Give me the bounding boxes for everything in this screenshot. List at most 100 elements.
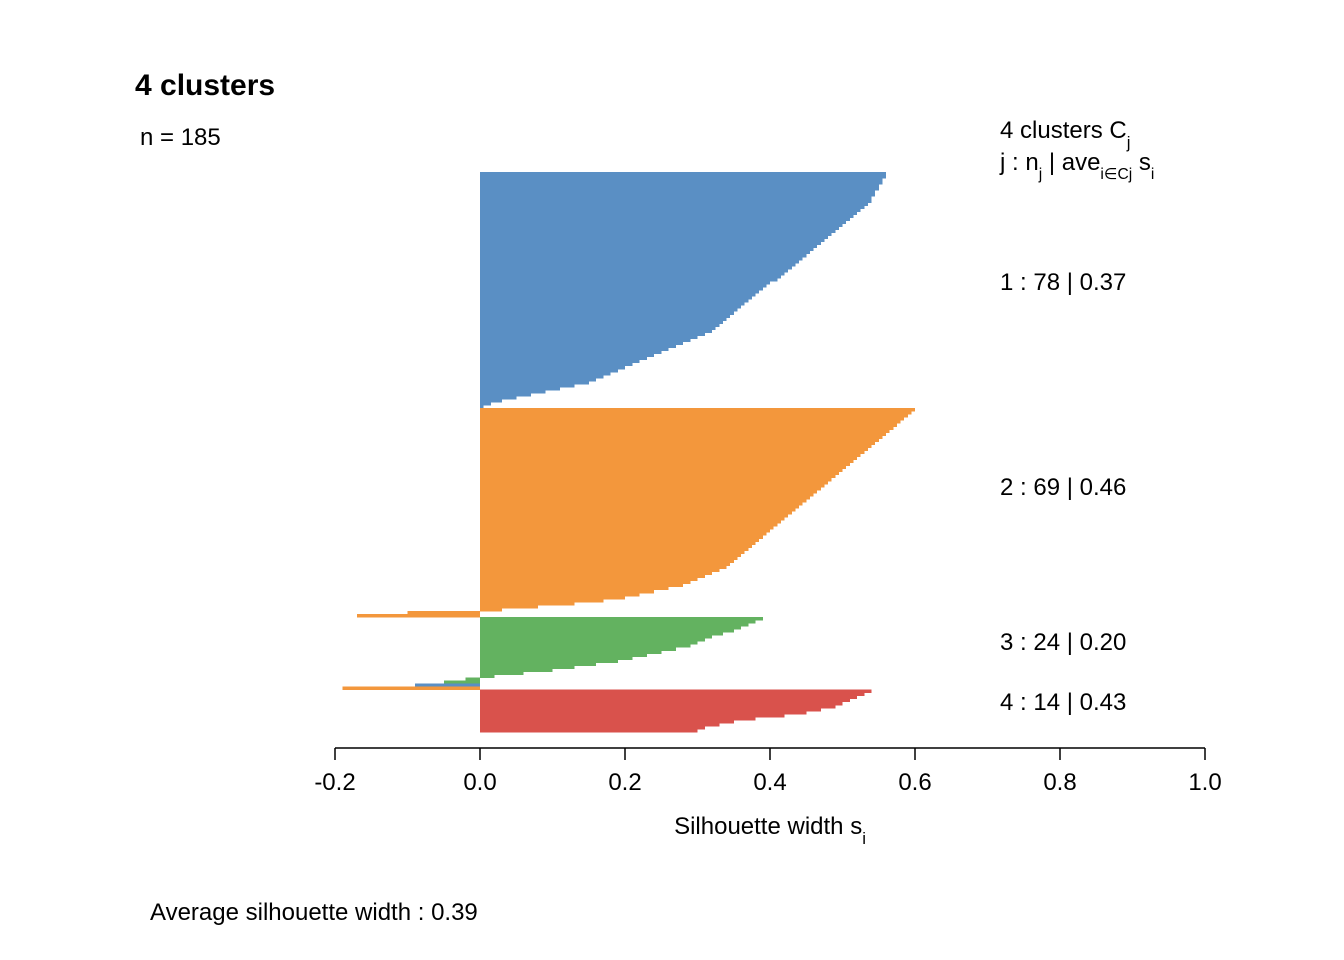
silhouette-bar [480,178,882,182]
cluster-summary-label: 2 : 69 | 0.46 [1000,474,1126,501]
silhouette-bar [480,674,495,678]
silhouette-bar [480,596,625,600]
silhouette-bar [480,220,846,224]
silhouette-bar [480,205,864,209]
silhouette-bar [480,484,824,488]
silhouette-bar [480,605,538,609]
silhouette-bar [480,653,647,657]
silhouette-bar [480,578,698,582]
n-label: n = 185 [140,124,221,151]
silhouette-bar [480,435,882,439]
silhouette-bar [480,226,839,230]
silhouette-bar [357,614,480,618]
silhouette-bar [480,556,737,560]
silhouette-bar [480,720,734,724]
silhouette-bar [480,708,821,712]
silhouette-bar [480,360,640,364]
silhouette-bar [480,659,618,663]
silhouette-bar [480,405,484,409]
silhouette-bar [480,248,814,252]
silhouette-bar [480,351,661,355]
silhouette-bar [480,414,908,418]
silhouette-bar [480,535,763,539]
silhouette-bar [480,354,654,358]
silhouette-bar [480,553,741,557]
silhouette-bar [480,529,770,533]
silhouette-bar [480,275,781,279]
silhouette-bar [480,348,669,352]
silhouette-bar [480,499,806,503]
silhouette-bar [480,214,853,218]
silhouette-bar [480,626,741,630]
silhouette-bar [480,217,850,221]
silhouette-bar [480,278,777,282]
silhouette-bar [480,705,835,709]
silhouette-bar [480,696,857,700]
silhouette-bar [480,472,839,476]
silhouette-bar [480,693,864,697]
silhouette-bar [480,426,893,430]
silhouette-bar [480,450,864,454]
silhouette-bar [480,317,727,321]
silhouette-bar [480,647,676,651]
silhouette-bar [480,411,911,415]
silhouette-bar [480,208,861,212]
silhouette-bar [480,266,792,270]
cluster-summary-label: 3 : 24 | 0.20 [1000,629,1126,656]
silhouette-bar [480,181,882,185]
silhouette-bar [480,550,745,554]
silhouette-bar [480,729,698,733]
silhouette-bar [480,287,763,291]
silhouette-bar [480,641,698,645]
silhouette-bar [480,496,810,500]
silhouette-bar [480,257,803,261]
x-axis-label: Silhouette width si [674,813,866,848]
silhouette-bar [480,390,545,394]
silhouette-bar [480,290,759,294]
silhouette-bar [480,575,705,579]
avg-silhouette-label: Average silhouette width : 0.39 [150,899,478,926]
silhouette-bar [480,587,669,591]
silhouette-bar [480,345,676,349]
silhouette-bar [480,366,625,370]
silhouette-bar [480,662,596,666]
silhouette-bar [480,475,835,479]
silhouette-bar [480,329,712,333]
silhouette-bar [480,302,745,306]
silhouette-bar [480,702,843,706]
silhouette-bar [480,508,795,512]
silhouette-bar [480,460,853,464]
silhouette-bar [480,671,524,675]
silhouette-bar-stray [415,684,480,688]
cluster-summary-label: 1 : 78 | 0.37 [1000,269,1126,296]
silhouette-bar [480,399,502,403]
cluster-header-line1: 4 clusters Cj [1000,117,1130,152]
silhouette-bar [480,372,611,376]
silhouette-bar [480,269,788,273]
silhouette-bar [480,602,574,606]
silhouette-bar [480,617,763,621]
silhouette-bar [480,593,640,597]
silhouette-bar [480,393,531,397]
silhouette-bar [480,184,879,188]
silhouette-bar [480,532,766,536]
silhouette-bar [480,623,748,627]
silhouette-bar [480,335,698,339]
silhouette-bar [480,559,734,563]
silhouette-bar [480,245,817,249]
silhouette-bar [480,714,785,718]
silhouette-bar [480,211,857,215]
silhouette-bar [480,505,799,509]
silhouette-bar [480,254,806,258]
silhouette-bar [480,544,752,548]
silhouette-bar [480,490,817,494]
silhouette-bar [480,251,810,255]
silhouette-bar [480,644,690,648]
silhouette-bar [480,239,824,243]
silhouette-bar [480,478,832,482]
silhouette-bar [480,629,734,633]
x-tick-label: 1.0 [1188,769,1221,796]
silhouette-bar [480,223,843,227]
silhouette-bar [480,263,795,267]
silhouette-bar [480,517,785,521]
